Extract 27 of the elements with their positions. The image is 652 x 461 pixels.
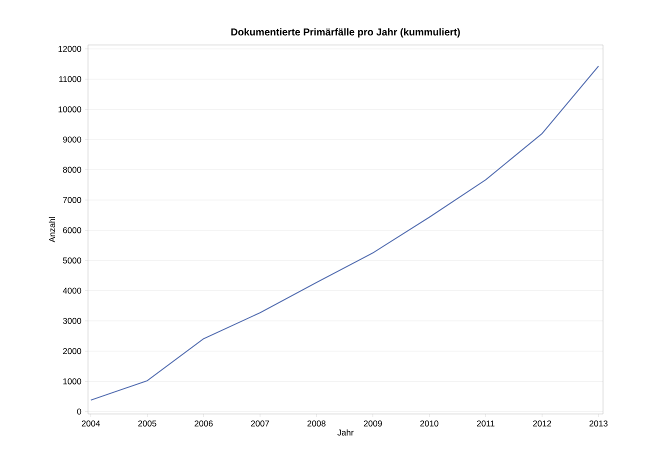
y-tick-label: 0	[77, 408, 82, 415]
x-tick-label: 2009	[364, 420, 382, 426]
y-tick-label: 2000	[63, 348, 82, 354]
x-tick-label: 2005	[138, 420, 156, 426]
x-tick-label: 2011	[477, 420, 494, 426]
y-tick-label: 7000	[63, 197, 82, 204]
x-tick-label: 2007	[251, 420, 270, 426]
y-tick-label: 12000	[58, 46, 82, 52]
x-tick-label: 2012	[533, 420, 552, 426]
y-tick-label: 5000	[63, 257, 82, 264]
y-tick-label: 10000	[58, 106, 82, 112]
y-tick-label: 3000	[62, 318, 82, 324]
line-series	[90, 66, 600, 401]
x-tick-label: 2010	[420, 420, 438, 426]
y-tick-label: 11000	[59, 76, 82, 82]
y-tick-label: 6000	[63, 227, 82, 234]
x-tick-label: 2004	[82, 420, 100, 426]
chart-title: Dokumentierte Primärfälle pro Jahr (kummuliert)	[231, 28, 460, 38]
y-tick-label: 4000	[62, 288, 82, 294]
y-tick-label: 9000	[63, 136, 82, 143]
x-tick-label: 2006	[194, 420, 213, 426]
y-tick-label: 8000	[63, 166, 82, 173]
x-tick-label: 2008	[307, 420, 326, 426]
x-tick-label: 2013	[590, 420, 608, 426]
y-axis-title: Anzahl	[48, 217, 56, 242]
x-axis-title: Jahr	[337, 429, 354, 436]
y-tick-label: 1000	[63, 378, 82, 384]
